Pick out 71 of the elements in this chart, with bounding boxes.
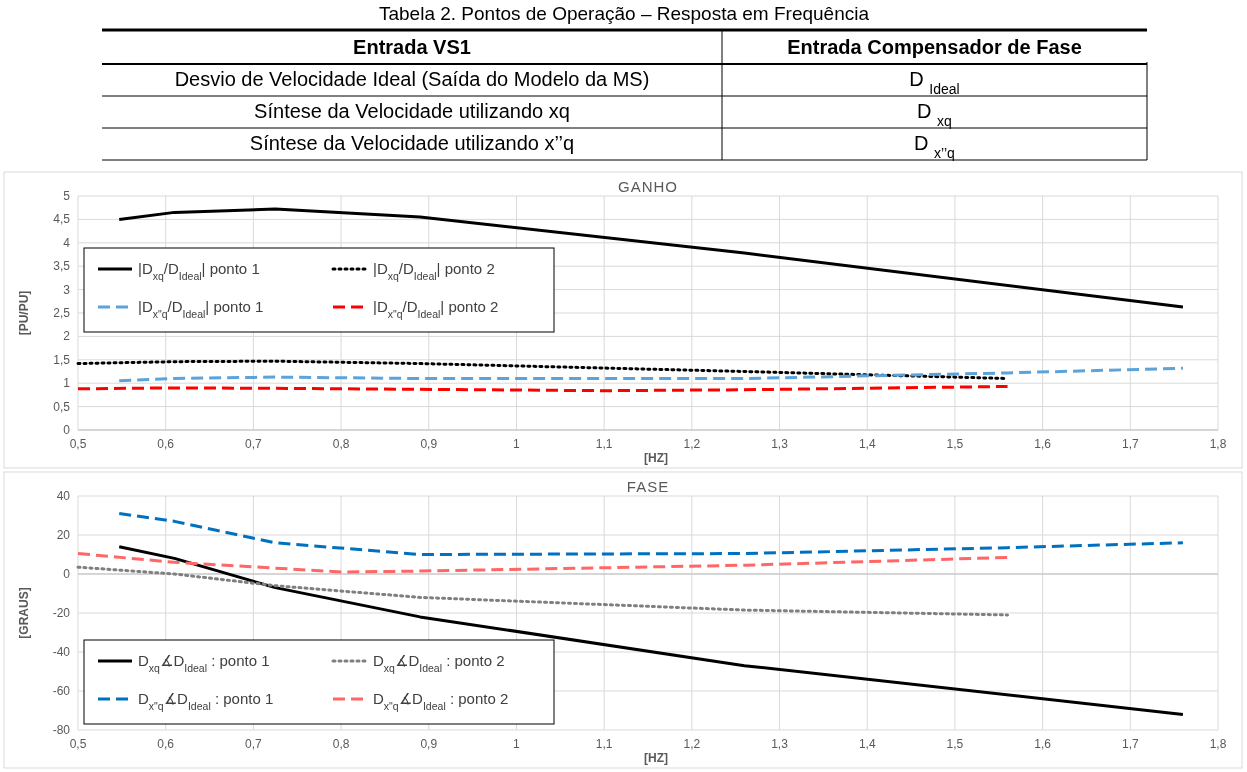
legend-label: D$_{xq}$∡D$_{Ideal}$ : ponto 1 [138, 652, 270, 674]
x-tick-label: 1,2 [683, 437, 701, 451]
x-tick-label: 0,8 [332, 437, 350, 451]
legend-label: D$_{xq}$∡D$_{Ideal}$ : ponto 2 [373, 652, 505, 674]
x-tick-label: 1,1 [595, 437, 613, 451]
y-axis-title: [PU/PU] [17, 290, 31, 336]
x-tick-label: 1,6 [1034, 437, 1052, 451]
y-tick-label: 2,5 [53, 306, 71, 320]
x-tick-label: 1,7 [1121, 437, 1139, 451]
x-tick-label: 0,6 [157, 437, 175, 451]
x-axis-title: [HZ] [644, 751, 668, 765]
y-tick-label: 1 [63, 376, 71, 391]
y-tick-label: 4,5 [53, 212, 71, 227]
y-tick-label: -40 [52, 645, 71, 659]
line-series [76, 565, 1010, 617]
chart-title: GANHO [617, 178, 679, 195]
x-tick-label: 1,4 [858, 437, 876, 451]
y-tick-label: -20 [52, 606, 71, 620]
y-tick-label: 2 [63, 329, 71, 344]
x-tick-label: 1 [513, 737, 521, 751]
legend-label: |D$_{x"q}$/D$_{Ideal}$| ponto 2 [373, 298, 499, 320]
chart-title: FASE [626, 478, 670, 495]
text: Entrada Compensador de Fase [787, 36, 1082, 58]
x-tick-label: 1,5 [946, 437, 964, 451]
x-tick-label: 1,8 [1209, 437, 1227, 451]
y-tick-label: 3,5 [53, 259, 71, 274]
x-tick-label: 0,7 [245, 737, 263, 751]
x-tick-label: 1,7 [1121, 737, 1139, 751]
y-tick-label: 0,5 [53, 399, 71, 414]
x-axis-title: [HZ] [644, 451, 668, 465]
x-tick-label: 0,6 [157, 737, 175, 751]
line-series [117, 366, 1185, 383]
y-tick-label: 40 [56, 489, 71, 503]
text: Síntese da Velocidade utilizando xq [254, 100, 570, 122]
y-tick-label: 0 [63, 567, 71, 581]
x-tick-label: 1,1 [595, 737, 613, 751]
legend-label: D$_{x"q}$∡D$_{Ideal}$ : ponto 2 [373, 690, 509, 712]
x-tick-label: 1 [513, 437, 521, 451]
x-tick-label: 0,9 [420, 737, 438, 751]
y-tick-label: 4 [63, 235, 71, 250]
x-tick-label: 1,3 [771, 437, 789, 451]
x-tick-label: 1,5 [946, 737, 964, 751]
legend-label: |D$_{xq}$/D$_{Ideal}$| ponto 1 [138, 260, 260, 282]
x-tick-label: 1,6 [1034, 737, 1052, 751]
line-series [117, 512, 1185, 556]
y-tick-label: 0 [63, 423, 71, 437]
text: D $_{xq}$ [917, 100, 952, 129]
x-tick-label: 1,2 [683, 737, 701, 751]
y-axis-title: [GRAUS] [17, 587, 31, 639]
x-tick-label: 1,3 [771, 737, 789, 751]
x-tick-label: 1,4 [858, 737, 876, 751]
text: D $_{x’’q}$ [914, 132, 955, 161]
text: Tabela 2. Pontos de Operação – Resposta em Frequência [378, 3, 870, 24]
x-tick-label: 0,9 [420, 437, 438, 451]
x-tick-label: 1,8 [1209, 737, 1227, 751]
x-tick-label: 0,7 [245, 437, 263, 451]
y-tick-label: 20 [56, 528, 71, 542]
legend-label: |D$_{x"q}$/D$_{Ideal}$| ponto 1 [138, 298, 264, 320]
legend-label: D$_{x"q}$∡D$_{Ideal}$ : ponto 1 [138, 690, 274, 712]
text: Desvio de Velocidade Ideal (Saída do Modelo da MS) [174, 68, 650, 90]
legend-label: |D$_{xq}$/D$_{Ideal}$| ponto 2 [373, 260, 495, 282]
text: Síntese da Velocidade utilizando x’’q [249, 132, 575, 154]
x-tick-label: 0,8 [332, 737, 350, 751]
y-tick-label: 5 [63, 189, 71, 203]
y-tick-label: -60 [52, 684, 71, 698]
y-tick-label: -80 [52, 723, 71, 737]
y-tick-label: 1,5 [53, 352, 71, 367]
line-series [76, 552, 1010, 574]
text: Entrada VS1 [353, 36, 471, 58]
text: D $_{Ideal}$ [909, 68, 960, 97]
y-tick-label: 3 [63, 282, 71, 297]
